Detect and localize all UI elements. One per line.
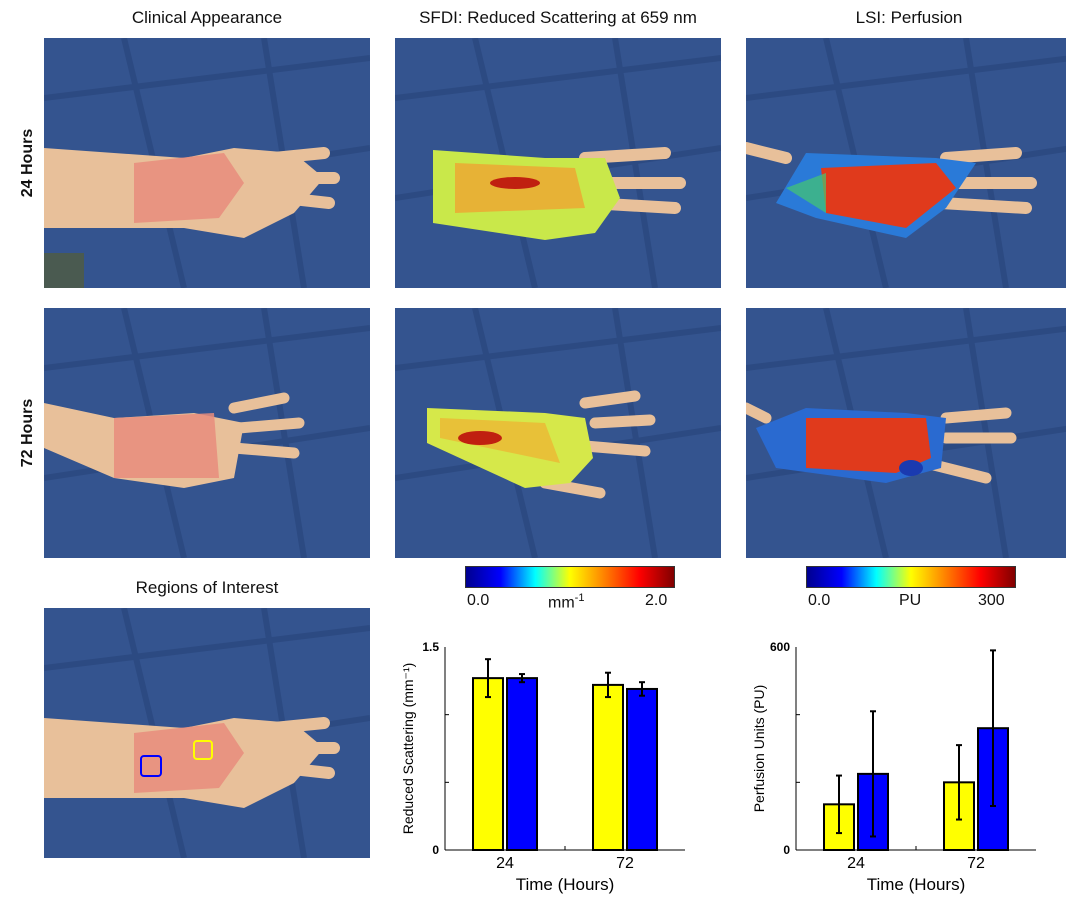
photo-sfdi-24h: [395, 38, 721, 288]
colorbar-lsi-min: 0.0: [808, 592, 831, 609]
x-tick-label: 24: [847, 855, 865, 872]
y-tick-label: 0: [432, 843, 439, 857]
colorbar-sfdi-min: 0.0: [467, 592, 490, 609]
photo-lsi-72h: [746, 308, 1066, 558]
x-tick-label: 72: [616, 855, 634, 872]
column-title-clinical: Clinical Appearance: [131, 8, 283, 27]
roi-blue-box: [140, 755, 162, 777]
photo-clinical-72h: [44, 308, 370, 558]
colorbar-lsi-max: 300: [978, 592, 1005, 609]
colorbar-lsi: [806, 566, 1016, 588]
x-axis-label: Time (Hours): [516, 875, 615, 894]
y-axis-label: Reduced Scattering (mm⁻¹): [400, 663, 416, 835]
row-label-72h: 72 Hours: [19, 398, 36, 468]
y-tick-label: 600: [770, 640, 790, 654]
roi-yellow-box: [193, 740, 213, 760]
photo-lsi-24h: [746, 38, 1066, 288]
bar: [506, 677, 538, 852]
y-tick-label: 0: [783, 843, 790, 857]
photo-roi: [44, 608, 370, 858]
bar: [626, 687, 658, 851]
photo-clinical-24h: [44, 38, 370, 288]
x-tick-label: 24: [496, 855, 514, 872]
bar: [592, 683, 624, 852]
x-tick-label: 72: [967, 855, 985, 872]
colorbar-sfdi: [465, 566, 675, 588]
roi-title: Regions of Interest: [135, 578, 279, 597]
colorbar-sfdi-unit: mm-1: [548, 592, 585, 612]
photo-sfdi-72h: [395, 308, 721, 558]
y-axis-label: Perfusion Units (PU): [751, 685, 767, 813]
x-axis-label: Time (Hours): [867, 875, 966, 894]
y-tick-label: 1.5: [422, 640, 439, 654]
colorbar-lsi-unit: PU: [899, 592, 922, 609]
bar: [472, 677, 504, 852]
colorbar-sfdi-max: 2.0: [645, 592, 668, 609]
column-title-lsi: LSI: Perfusion: [855, 8, 963, 27]
row-label-24h: 24 Hours: [19, 128, 36, 198]
column-title-sfdi: SFDI: Reduced Scattering at 659 nm: [419, 8, 697, 27]
